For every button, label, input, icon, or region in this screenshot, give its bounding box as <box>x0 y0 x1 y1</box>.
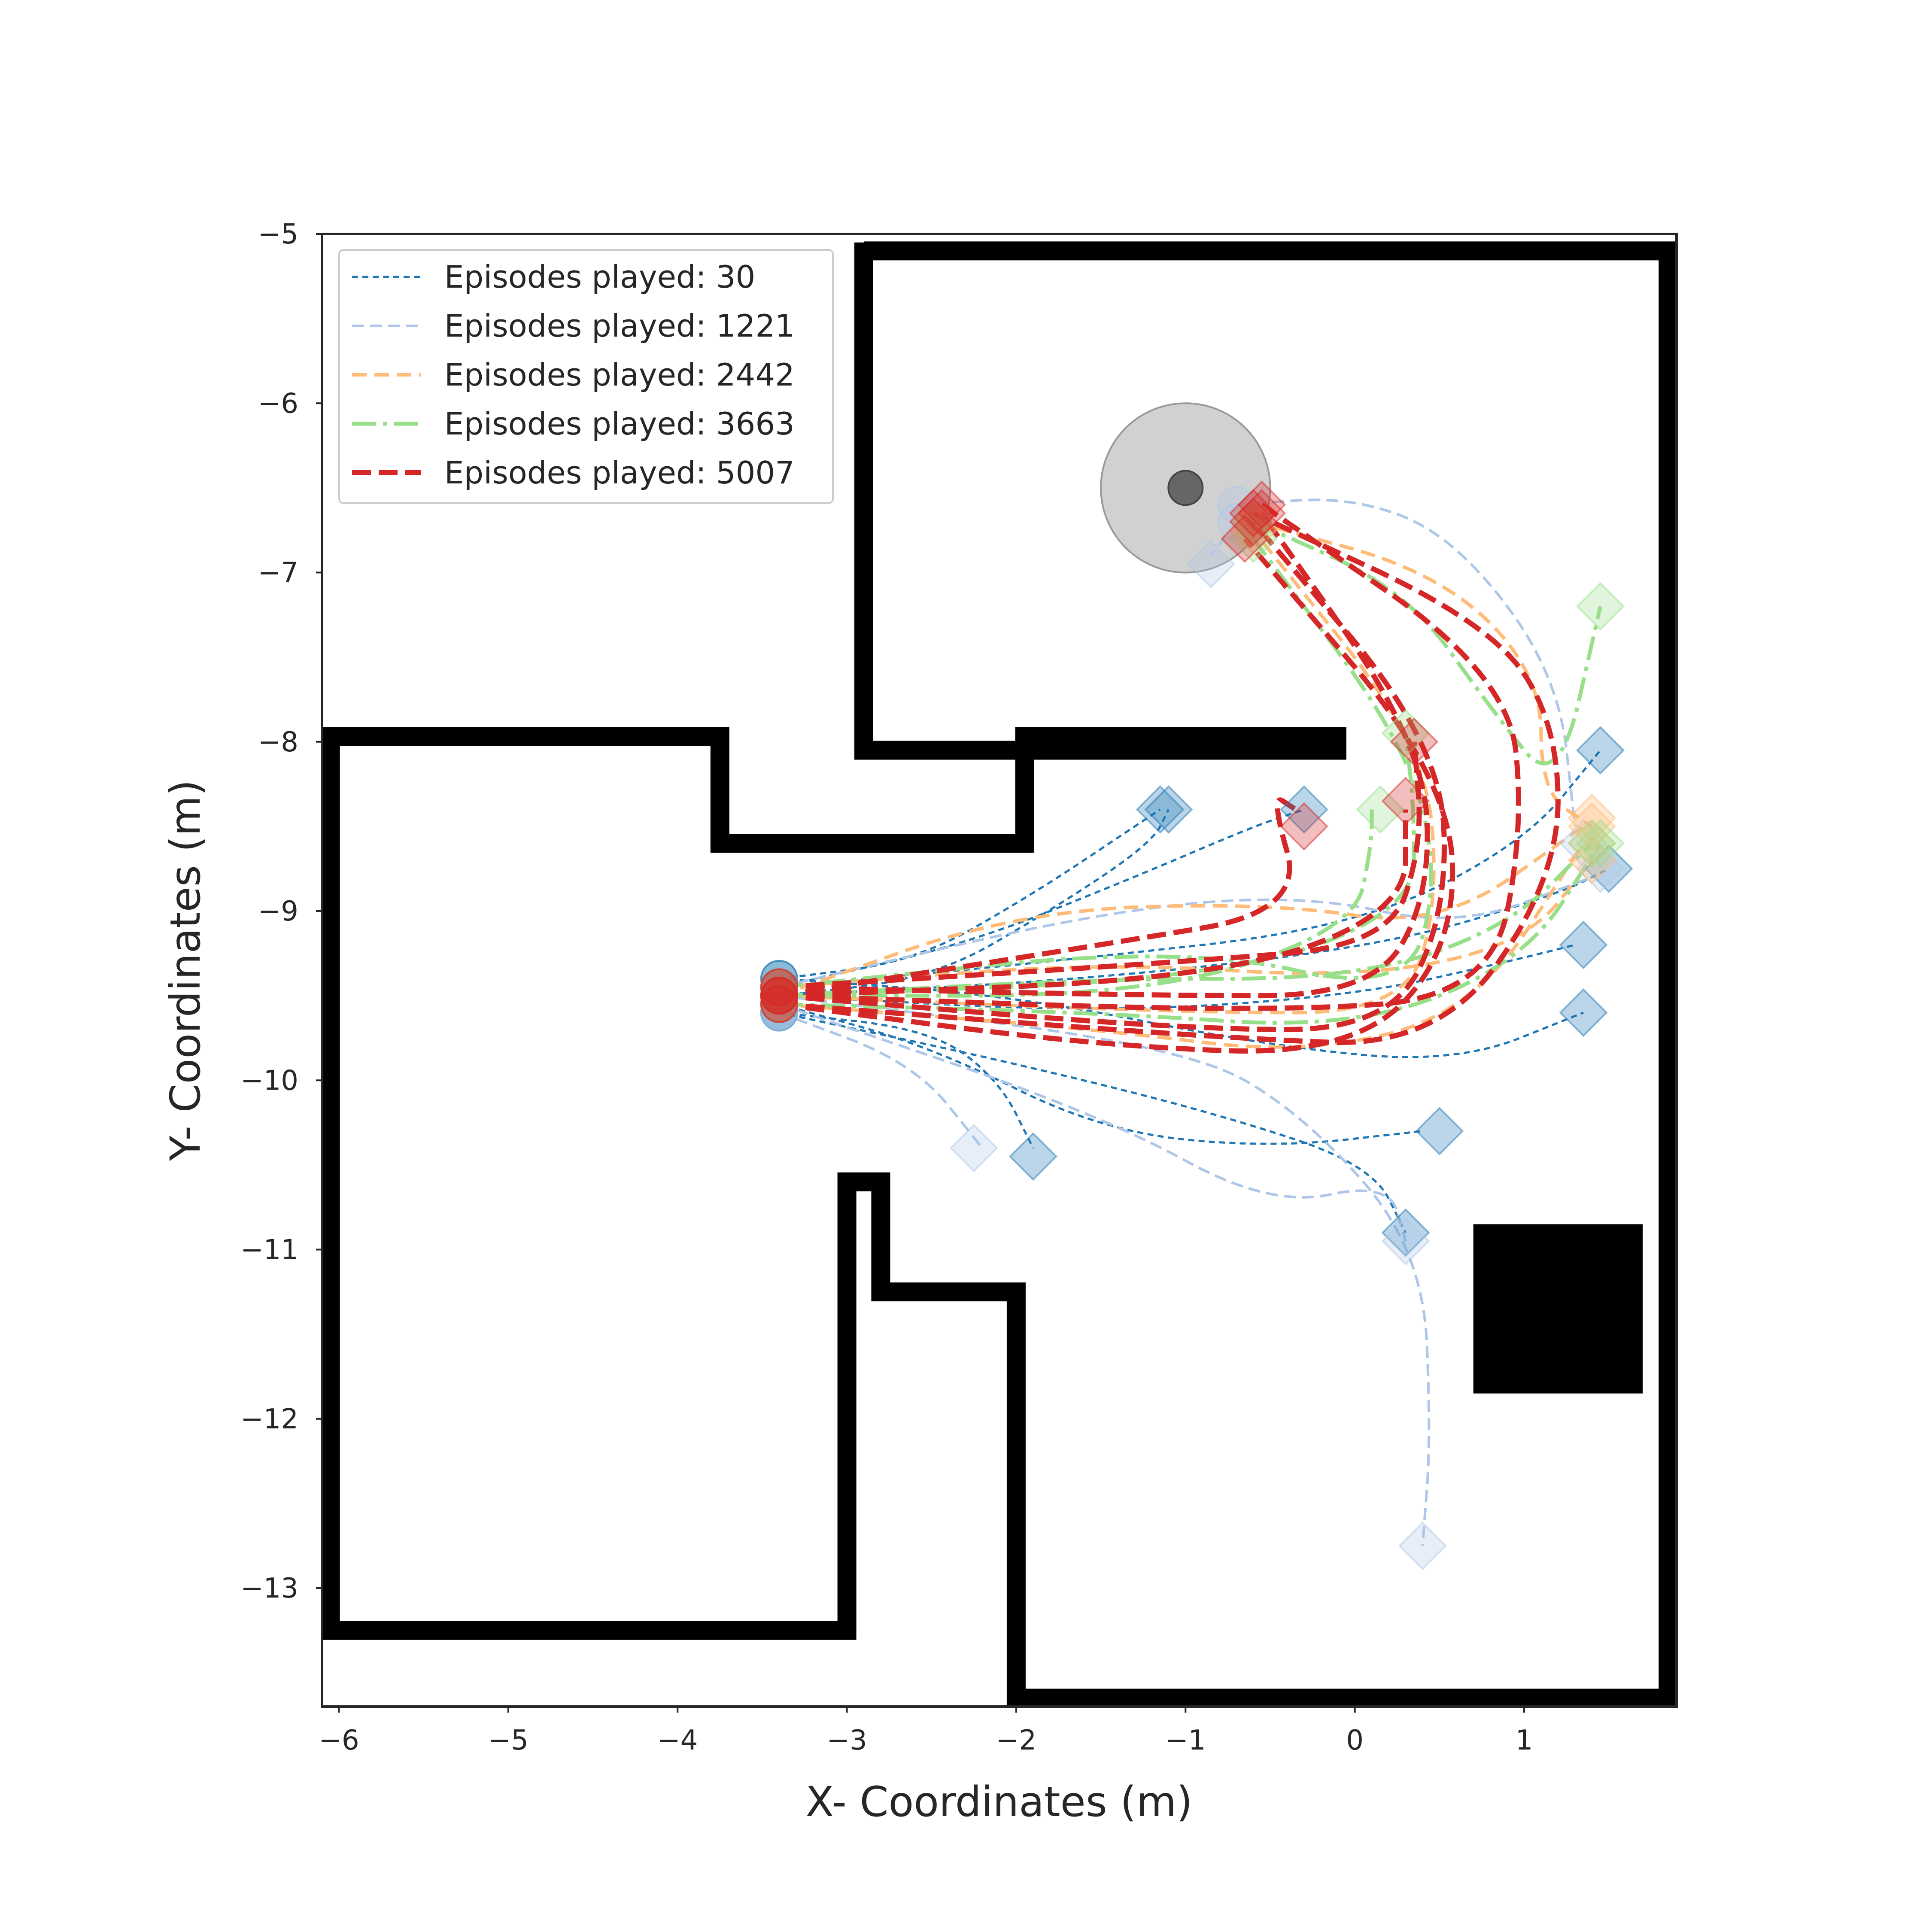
x-axis-ticks: −6 −5 −4 −3 −2 −1 0 1 <box>319 1707 1533 1756</box>
legend-label: Episodes played: 3663 <box>444 406 795 442</box>
trajectory-end-marker <box>1567 836 1616 885</box>
goal-layer <box>1100 402 1271 574</box>
x-tick-label: −6 <box>319 1725 359 1756</box>
trajectory-end-marker <box>1567 793 1616 842</box>
x-tick-label: 0 <box>1346 1725 1364 1756</box>
trajectory-line <box>779 537 1433 989</box>
trajectory-end-marker <box>1559 819 1608 868</box>
x-tick-label: −5 <box>488 1725 529 1756</box>
trajectory-end-marker <box>1144 785 1193 834</box>
trajectory-end-marker <box>1381 777 1430 826</box>
trajectory-end-marker <box>1390 717 1439 766</box>
y-axis-ticks: −5 −6 −7 −8 −9 −10 −11 −12 −13 <box>240 219 322 1604</box>
axes-frame <box>321 233 1678 1708</box>
trajectory-line <box>1236 498 1577 827</box>
trajectory-end-marker <box>1279 802 1328 851</box>
trajectory-end-marker <box>1567 819 1616 868</box>
legend-label: Episodes played: 1221 <box>444 308 795 344</box>
plot-area <box>321 241 1678 1708</box>
x-axis-title: X- Coordinates (m) <box>805 1778 1192 1826</box>
trajectory-end-marker <box>1567 802 1616 851</box>
trajectory-line <box>779 537 1455 1054</box>
wall-segment <box>321 241 1678 1708</box>
trajectory-end-marker <box>1415 1106 1464 1156</box>
trajectory-end-marker <box>1009 1132 1057 1181</box>
y-axis-title: Y- Coordinates (m) <box>161 780 210 1161</box>
trajectory-line <box>779 502 1521 1011</box>
obstacle-block <box>1473 1224 1643 1394</box>
trajectory-line <box>779 808 1305 988</box>
trajectory-end-marker <box>1381 1217 1430 1266</box>
trajectory-end-marker <box>1576 582 1625 631</box>
wall-segment <box>854 242 1346 760</box>
trajectory-end-marker <box>1576 726 1625 775</box>
trajectory-end-marker <box>1237 489 1286 538</box>
trajectory-line <box>779 1003 1423 1145</box>
trajectory-line <box>779 876 1592 989</box>
y-tick-label: −8 <box>258 726 298 758</box>
x-tick-label: −1 <box>1165 1725 1206 1756</box>
trajectory-line <box>779 994 1431 1546</box>
trajectory-end-marker <box>1279 785 1328 834</box>
trajectory-line <box>779 749 1601 988</box>
trajectory-start-marker <box>1217 503 1255 541</box>
trajectory-line <box>779 978 1584 1058</box>
markers-layer <box>760 480 1633 1571</box>
x-tick-label: 1 <box>1516 1725 1533 1756</box>
legend-label: Episodes played: 2442 <box>444 357 795 393</box>
legend-items: Episodes played: 30 Episodes played: 1221… <box>352 259 795 491</box>
y-tick-label: −12 <box>240 1403 298 1435</box>
trajectory-start-marker <box>760 977 798 1015</box>
y-tick-label: −13 <box>240 1573 298 1604</box>
trajectory-end-marker <box>949 1124 998 1173</box>
trajectory-line <box>779 511 1561 1045</box>
trajectory-end-marker <box>1229 514 1278 563</box>
trajectory-start-marker <box>1234 503 1273 541</box>
y-tick-label: −6 <box>258 388 298 419</box>
trajectory-end-marker <box>1584 844 1633 893</box>
trajectory-end-marker <box>1356 785 1405 834</box>
trajectory-end-marker <box>1398 1521 1447 1571</box>
trajectory-end-marker <box>1559 920 1608 969</box>
trajectory-line <box>779 1012 1407 1233</box>
trajectory-end-marker <box>1220 514 1269 563</box>
x-tick-label: −3 <box>826 1725 867 1756</box>
trajectory-line <box>779 859 1593 989</box>
trajectory-line <box>779 741 1422 990</box>
trajectory-line <box>778 1003 1407 1242</box>
y-tick-label: −5 <box>258 219 298 250</box>
trajectory-line <box>779 529 1436 1015</box>
trajectory-line <box>1253 520 1593 828</box>
trajectory-line <box>778 1011 984 1149</box>
legend-label: Episodes played: 30 <box>444 259 755 295</box>
y-tick-label: −7 <box>258 557 298 589</box>
walls-layer <box>321 241 1678 1708</box>
trajectory-start-marker <box>760 985 798 1023</box>
goal-center <box>1167 470 1204 506</box>
trajectory-end-marker <box>1136 785 1185 834</box>
x-tick-label: −4 <box>657 1725 698 1756</box>
trajectory-end-marker <box>1559 988 1608 1037</box>
trajectory-start-marker <box>760 968 798 1006</box>
legend-box <box>338 249 834 504</box>
y-tick-label: −9 <box>258 896 298 927</box>
trajectory-line <box>778 797 1297 999</box>
y-tick-label: −11 <box>240 1234 298 1266</box>
trajectory-end-marker <box>1381 1208 1430 1257</box>
legend: Episodes played: 30 Episodes played: 1221… <box>338 249 834 504</box>
trajectory-end-marker <box>1229 489 1278 538</box>
trajectory-line <box>779 520 1447 1033</box>
trajectory-line <box>778 825 1585 997</box>
x-tick-label: −2 <box>996 1725 1036 1756</box>
trajectories-layer <box>778 498 1610 1546</box>
trajectory-line <box>779 842 1602 1025</box>
trajectory-end-marker <box>1186 540 1236 589</box>
y-tick-label: −10 <box>240 1065 298 1097</box>
legend-label: Episodes played: 5007 <box>444 455 795 491</box>
trajectory-end-marker <box>1576 819 1625 868</box>
